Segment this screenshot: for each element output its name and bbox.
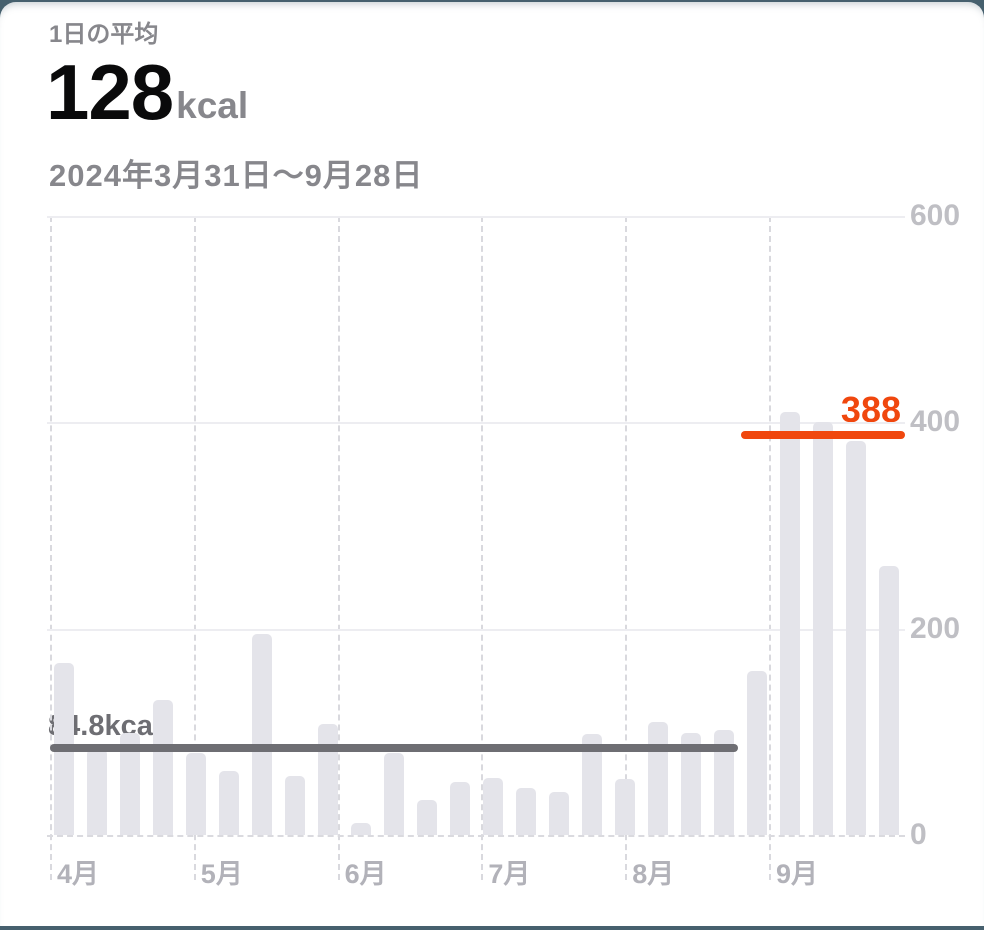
bar[interactable] — [185, 753, 206, 835]
bar[interactable] — [680, 732, 701, 835]
month-label: 6月 — [344, 859, 387, 889]
bar[interactable] — [581, 733, 602, 835]
bar[interactable] — [383, 753, 404, 835]
y-gridline — [47, 835, 905, 837]
bar[interactable] — [713, 729, 734, 835]
bar[interactable] — [86, 749, 107, 835]
month-gridline — [337, 216, 340, 880]
month-gridline — [50, 216, 52, 880]
bar[interactable] — [845, 440, 866, 835]
bar[interactable] — [416, 799, 437, 835]
month-label: 9月 — [776, 859, 819, 889]
highlight-value-label: 388 — [840, 388, 901, 430]
bar[interactable] — [878, 565, 899, 835]
bar[interactable] — [152, 699, 173, 835]
bar[interactable] — [218, 771, 239, 835]
subtitle-label: 1日の平均 — [49, 21, 159, 48]
bar[interactable] — [482, 778, 503, 835]
average-value: 128 — [46, 48, 174, 136]
month-label: 8月 — [632, 859, 675, 889]
month-gridline — [193, 216, 196, 880]
month-gridline — [625, 216, 628, 880]
y-tick-label: 400 — [910, 405, 961, 439]
bar[interactable] — [779, 412, 800, 835]
bar[interactable] — [746, 670, 767, 835]
month-label: 7月 — [488, 859, 531, 889]
bar[interactable] — [317, 723, 338, 835]
bar[interactable] — [284, 776, 305, 835]
y-tick-label: 0 — [910, 818, 927, 851]
y-gridline — [47, 628, 905, 631]
bar[interactable] — [812, 422, 833, 835]
highlight-line — [740, 430, 905, 439]
bar[interactable] — [449, 782, 470, 835]
month-label: 5月 — [200, 859, 243, 889]
y-gridline — [47, 422, 905, 425]
bar[interactable] — [515, 787, 536, 835]
average-value-row: 128 kcal — [46, 50, 248, 134]
bar[interactable] — [251, 633, 272, 835]
average-line — [50, 743, 738, 752]
bar[interactable] — [647, 721, 668, 835]
bar[interactable] — [119, 732, 140, 835]
y-gridline — [47, 216, 905, 218]
date-range-label: 2024年3月31日～9月28日 — [49, 158, 424, 193]
bar[interactable] — [614, 779, 635, 835]
y-tick-label: 600 — [910, 199, 961, 232]
bar[interactable] — [548, 791, 569, 835]
month-gridline — [769, 216, 771, 880]
unit-label: kcal — [176, 85, 249, 126]
bar[interactable] — [350, 822, 371, 835]
month-gridline — [481, 216, 484, 880]
y-tick-label: 200 — [910, 611, 961, 645]
month-label: 4月 — [57, 859, 100, 889]
bar-chart[interactable]: 84.8kcal 388 4月 5月 6月 7月 8月 9月 — [47, 216, 905, 889]
